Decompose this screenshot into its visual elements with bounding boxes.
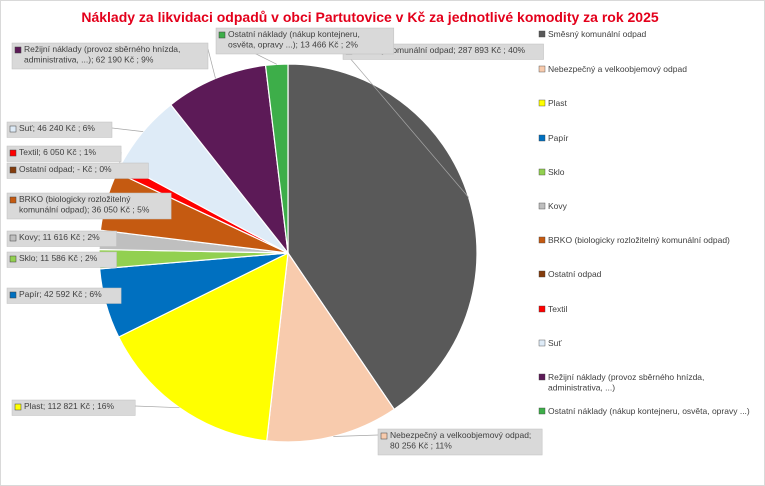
legend-swatch	[538, 407, 546, 415]
legend-label: BRKO (biologicky rozložitelný komunální …	[548, 235, 730, 245]
legend-swatch	[538, 65, 546, 73]
legend-item-smesny-komunalni-odpad: Směsný komunální odpad	[538, 29, 647, 39]
legend-swatch	[538, 202, 546, 210]
data-label-text: Sklo; 11 586 Kč ; 2%	[19, 253, 98, 263]
data-label-ostatni-odpad: Ostatní odpad; - Kč ; 0%	[6, 162, 149, 179]
legend-label: Suť	[548, 338, 562, 348]
data-label-text: BRKO (biologicky rozložitelný	[19, 194, 131, 204]
data-label-box	[377, 428, 543, 456]
data-label-text: Papír; 42 592 Kč ; 6%	[19, 289, 102, 299]
slice-nebezpecny-a-velkoobjemovy-odpad	[266, 251, 396, 443]
data-label-text: osvěta, opravy ...); 13 466 Kč ; 2%	[228, 40, 358, 50]
data-label-swatch	[9, 149, 17, 157]
legend-label: administrativa, ...)	[548, 383, 615, 393]
data-label-text: komunální odpad); 36 050 Kč ; 5%	[19, 205, 150, 215]
data-label-swatch	[14, 403, 22, 411]
data-label-text: Ostatní odpad; - Kč ; 0%	[19, 164, 112, 174]
data-label-box	[6, 192, 172, 220]
data-label-papir: Papír; 42 592 Kč ; 6%	[6, 287, 122, 304]
data-label-text: Plast; 112 821 Kč ; 16%	[24, 401, 115, 411]
legend-swatch	[538, 373, 546, 381]
data-label-box	[11, 42, 209, 70]
legend-swatch	[538, 236, 546, 244]
legend-label: Směsný komunální odpad	[548, 29, 647, 39]
data-labels: Směsný komunální odpad; 287 893 Kč ; 40%…	[6, 27, 544, 456]
slice-plast	[117, 251, 289, 442]
data-label-swatch	[380, 432, 388, 440]
legend-item-rezijni-naklady-provoz-sberneho-hnizda-administrativa: Režijní náklady (provoz sběrného hnízda,…	[538, 372, 704, 393]
legend-label: Režijní náklady (provoz sběrného hnízda,	[548, 372, 704, 382]
legend-item-ostatni-odpad: Ostatní odpad	[538, 269, 602, 279]
data-label-ostatni-naklady-nakup-kontejneru-osveta-opravy: Ostatní náklady (nákup kontejneru,osvěta…	[215, 27, 395, 55]
legend-item-sut: Suť	[538, 338, 562, 348]
data-label-nebezpecny-a-velkoobjemovy-odpad: Nebezpečný a velkoobjemový odpad;80 256 …	[377, 428, 543, 456]
data-label-box	[215, 27, 395, 55]
data-label-box	[6, 251, 117, 268]
data-label-swatch	[9, 234, 17, 242]
data-label-rezijni-naklady-provoz-sberneho-hnizda-administrativa: Režijní náklady (provoz sběrného hnízda,…	[11, 42, 209, 70]
data-label-text: Suť; 46 240 Kč ; 6%	[19, 123, 95, 133]
data-label-text: 80 256 Kč ; 11%	[390, 441, 452, 451]
leader-line-smesny-komunalni-odpad	[342, 49, 469, 198]
data-label-text: Nebezpečný a velkoobjemový odpad;	[390, 430, 531, 440]
legend-item-brko-biologicky-rozlozitelny-komunalni-odpad: BRKO (biologicky rozložitelný komunální …	[538, 235, 730, 245]
legend-label: Ostatní náklady (nákup kontejneru, osvět…	[548, 406, 750, 416]
data-label-text: Režijní náklady (provoz sběrného hnízda,	[24, 44, 180, 54]
legend-swatch	[538, 168, 546, 176]
data-label-box	[6, 230, 117, 247]
data-label-swatch	[9, 196, 17, 204]
legend-item-nebezpecny-a-velkoobjemovy-odpad: Nebezpečný a velkoobjemový odpad	[538, 64, 687, 74]
legend-swatch	[538, 305, 546, 313]
legend-label: Plast	[548, 98, 568, 108]
legend-swatch	[538, 339, 546, 347]
leader-line-sut	[111, 127, 144, 132]
legend-item-sklo: Sklo	[538, 167, 565, 177]
data-label-kovy: Kovy; 11 616 Kč ; 2%	[6, 230, 117, 247]
legend-swatch	[538, 134, 546, 142]
legend-item-papir: Papír	[538, 133, 568, 143]
legend-swatch	[538, 99, 546, 107]
leader-line-plast	[135, 405, 180, 409]
data-label-box	[11, 399, 136, 416]
legend-label: Textil	[548, 304, 567, 314]
data-label-textil: Textil; 6 050 Kč ; 1%	[6, 145, 122, 162]
data-label-swatch	[9, 255, 17, 263]
data-label-sklo: Sklo; 11 586 Kč ; 2%	[6, 251, 117, 268]
legend-item-plast: Plast	[538, 98, 568, 108]
data-label-text: Kovy; 11 616 Kč ; 2%	[19, 232, 100, 242]
legend-item-ostatni-naklady-nakup-kontejneru-osveta-opravy: Ostatní náklady (nákup kontejneru, osvět…	[538, 406, 750, 416]
legend-label: Ostatní odpad	[548, 269, 602, 279]
data-label-swatch	[14, 46, 22, 54]
data-label-swatch	[218, 31, 226, 39]
data-label-sut: Suť; 46 240 Kč ; 6%	[6, 121, 113, 138]
data-label-text: Textil; 6 050 Kč ; 1%	[19, 147, 96, 157]
legend: Směsný komunální odpad Nebezpečný a velko…	[538, 29, 750, 416]
legend-label: Kovy	[548, 201, 568, 211]
legend-label: Nebezpečný a velkoobjemový odpad	[548, 64, 687, 74]
leader-line-rezijni-naklady-provoz-sberneho-hnizda-administrativa	[207, 48, 216, 79]
data-label-text: administrativa, ...); 62 190 Kč ; 9%	[24, 55, 154, 65]
leader-line-nebezpecny-a-velkoobjemovy-odpad	[333, 434, 379, 437]
legend-swatch	[538, 30, 546, 38]
pie-slices	[98, 63, 478, 443]
data-label-box	[6, 121, 113, 138]
data-label-text: Ostatní náklady (nákup kontejneru,	[228, 29, 360, 39]
data-label-text: Směsný komunální odpad; 287 893 Kč ; 40%	[355, 45, 526, 55]
legend-label: Papír	[548, 133, 568, 143]
data-label-swatch	[9, 166, 17, 174]
legend-swatch	[538, 270, 546, 278]
data-label-box	[6, 287, 122, 304]
data-label-swatch	[9, 291, 17, 299]
chart-title: Náklady za likvidaci odpadů v obci Partu…	[81, 9, 659, 25]
legend-item-kovy: Kovy	[538, 201, 568, 211]
data-label-box	[6, 145, 122, 162]
data-label-swatch	[9, 125, 17, 133]
legend-label: Sklo	[548, 167, 565, 177]
legend-item-textil: Textil	[538, 304, 567, 314]
data-label-plast: Plast; 112 821 Kč ; 16%	[11, 399, 136, 416]
data-label-box	[6, 162, 149, 179]
